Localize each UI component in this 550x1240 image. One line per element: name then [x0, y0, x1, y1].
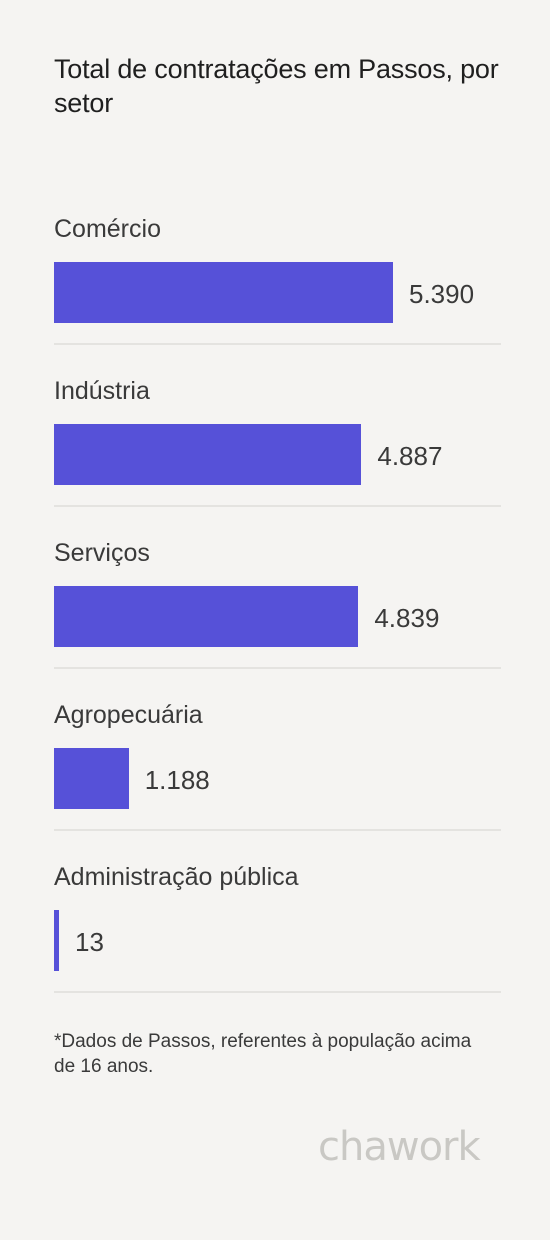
bar — [54, 424, 362, 485]
bar — [54, 748, 129, 809]
bar — [54, 910, 59, 971]
bar-value-label: 1.188 — [144, 765, 210, 795]
bar-chart: Comércio 5.390 Indústria 4.887 Serviços 4.839… — [54, 198, 501, 1008]
category-label: Administração pública — [54, 863, 299, 891]
bar-row: Indústria 4.887 — [54, 360, 501, 522]
bar — [54, 262, 393, 323]
bar-value-label: 4.887 — [377, 441, 443, 471]
category-label: Comércio — [54, 215, 161, 243]
bar-row: Agropecuária 1.188 — [54, 684, 501, 846]
footnote: *Dados de Passos, referentes à população… — [54, 1031, 472, 1077]
category-label: Agropecuária — [54, 701, 203, 729]
chawork-logo: chawork — [318, 1124, 481, 1170]
chart-title: Total de contratações em Passos, por set… — [54, 54, 499, 118]
row-divider — [54, 991, 501, 993]
category-label: Indústria — [54, 377, 150, 405]
row-divider — [54, 343, 501, 345]
bar-row: Serviços 4.839 — [54, 522, 501, 684]
bar-value-label: 4.839 — [374, 603, 440, 633]
bar — [54, 586, 359, 647]
row-divider — [54, 829, 501, 831]
bar-row: Comércio 5.390 — [54, 198, 501, 360]
bar-value-label: 13 — [75, 927, 104, 957]
bar-value-label: 5.390 — [409, 279, 475, 309]
row-divider — [54, 667, 501, 669]
bar-row: Administração pública 13 — [54, 846, 501, 1008]
row-divider — [54, 505, 501, 507]
category-label: Serviços — [54, 539, 150, 567]
